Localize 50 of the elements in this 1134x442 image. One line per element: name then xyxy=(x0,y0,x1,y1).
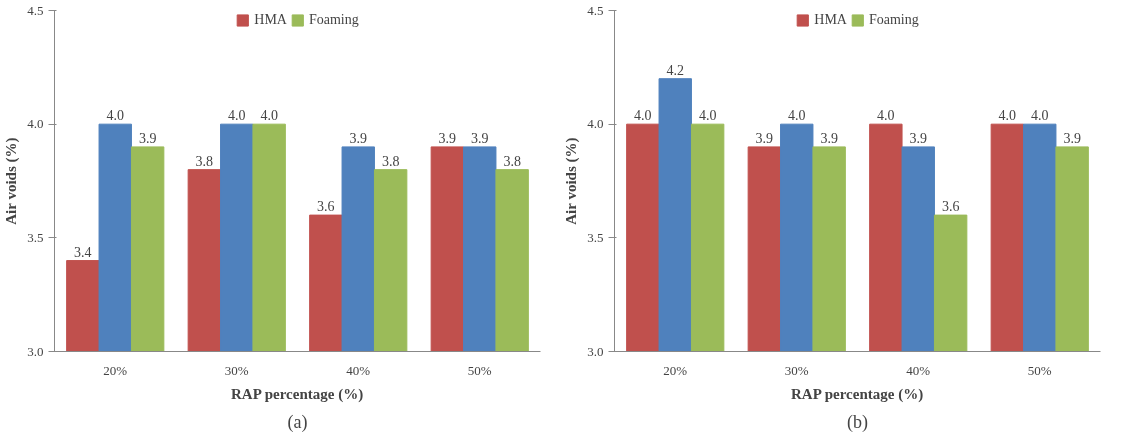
data-label: 4.0 xyxy=(228,108,246,124)
x-tick-label: 30% xyxy=(784,362,809,378)
data-label: 3.9 xyxy=(349,130,367,146)
legend-label: Foaming xyxy=(308,12,359,28)
y-axis-title: Air voids (%) xyxy=(563,137,581,225)
data-label: 3.4 xyxy=(74,244,92,260)
data-label: 3.6 xyxy=(317,199,335,215)
data-label: 4.0 xyxy=(634,108,652,124)
legend-label: HMA xyxy=(814,12,847,28)
data-label: 4.0 xyxy=(1031,108,1049,124)
x-tick-label: 50% xyxy=(467,362,492,378)
y-axis-title: Air voids (%) xyxy=(3,137,21,225)
text: (b) xyxy=(847,411,869,433)
x-tick-label: 20% xyxy=(103,362,128,378)
data-label: 4.0 xyxy=(788,108,806,124)
x-tick-label: 40% xyxy=(346,362,371,378)
y-tick-label: 4.0 xyxy=(587,116,604,132)
x-tick-label: 20% xyxy=(663,362,688,378)
data-label: 3.8 xyxy=(503,153,521,169)
y-tick-label: 3.0 xyxy=(27,343,44,359)
x-axis-title: RAP percentage (%) xyxy=(790,385,924,403)
y-tick-label: 3.5 xyxy=(587,229,604,245)
data-label: 3.9 xyxy=(909,130,927,146)
data-label: 3.8 xyxy=(381,153,400,169)
text: (a) xyxy=(287,411,308,433)
data-label: 3.9 xyxy=(755,130,774,146)
data-label: 3.8 xyxy=(195,153,214,169)
data-label: 3.9 xyxy=(471,130,489,146)
x-tick-label: 40% xyxy=(906,362,931,378)
data-label: 4.0 xyxy=(698,108,717,124)
data-label: 4.2 xyxy=(666,62,684,78)
legend-label: Foaming xyxy=(868,12,919,28)
data-label: 4.0 xyxy=(106,108,124,124)
legend-label: HMA xyxy=(254,12,287,28)
x-axis-title: RAP percentage (%) xyxy=(230,385,364,403)
y-tick-label: 3.5 xyxy=(27,229,44,245)
y-tick-label: 4.5 xyxy=(27,2,44,18)
y-tick-label: 4.5 xyxy=(587,2,604,18)
y-tick-label: 3.0 xyxy=(587,343,604,359)
data-label: 4.0 xyxy=(877,108,895,124)
x-tick-label: 50% xyxy=(1027,362,1052,378)
data-label: 3.9 xyxy=(138,130,157,146)
data-label: 3.6 xyxy=(941,199,960,215)
y-tick-label: 4.0 xyxy=(27,116,44,132)
x-tick-label: 30% xyxy=(224,362,249,378)
data-label: 3.9 xyxy=(438,130,457,146)
data-label: 4.0 xyxy=(260,108,278,124)
data-label: 3.9 xyxy=(820,130,838,146)
data-label: 4.0 xyxy=(998,108,1017,124)
data-label: 3.9 xyxy=(1063,130,1081,146)
